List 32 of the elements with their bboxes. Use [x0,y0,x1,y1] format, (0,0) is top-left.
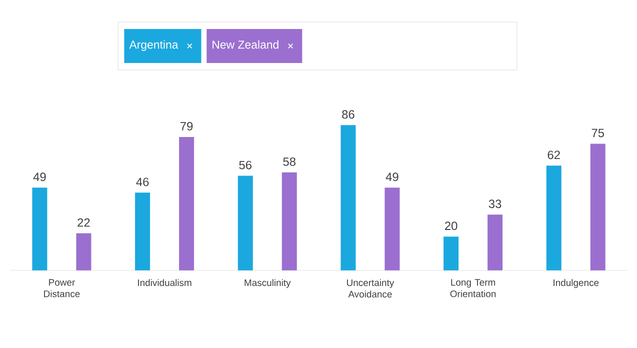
data-label: 49 [386,172,398,182]
x-tick-label: Long Term Orientation [450,279,496,298]
bar [32,188,48,270]
bar [179,136,194,270]
bar [488,214,503,270]
data-label: 33 [488,200,502,208]
bar [546,166,562,270]
bar [384,188,400,270]
data-label: 22 [78,218,90,227]
x-tick-label: Power Distance [44,279,80,298]
data-label: 62 [548,150,560,160]
bar [444,236,459,270]
bar [135,192,150,270]
data-label: 86 [342,110,354,119]
bar [76,233,92,270]
data-label: 20 [444,222,458,230]
data-label: 75 [592,128,604,138]
data-label: 49 [33,172,46,182]
data-label: 46 [136,178,149,186]
x-tick-label: Individualism [138,279,192,286]
data-label: 79 [180,122,193,130]
x-tick-label: Masculinity [244,279,291,288]
x-tick-label: Uncertainty Avoidance [347,279,394,298]
text: Argentina [129,40,178,51]
bar [590,144,606,270]
data-label: 58 [283,157,296,166]
data-label: 56 [239,160,252,170]
x-tick-label: Indulgence [554,279,599,288]
bar [340,125,356,270]
text: New Zealand [212,40,278,49]
bar [238,176,253,270]
bar [282,172,297,270]
